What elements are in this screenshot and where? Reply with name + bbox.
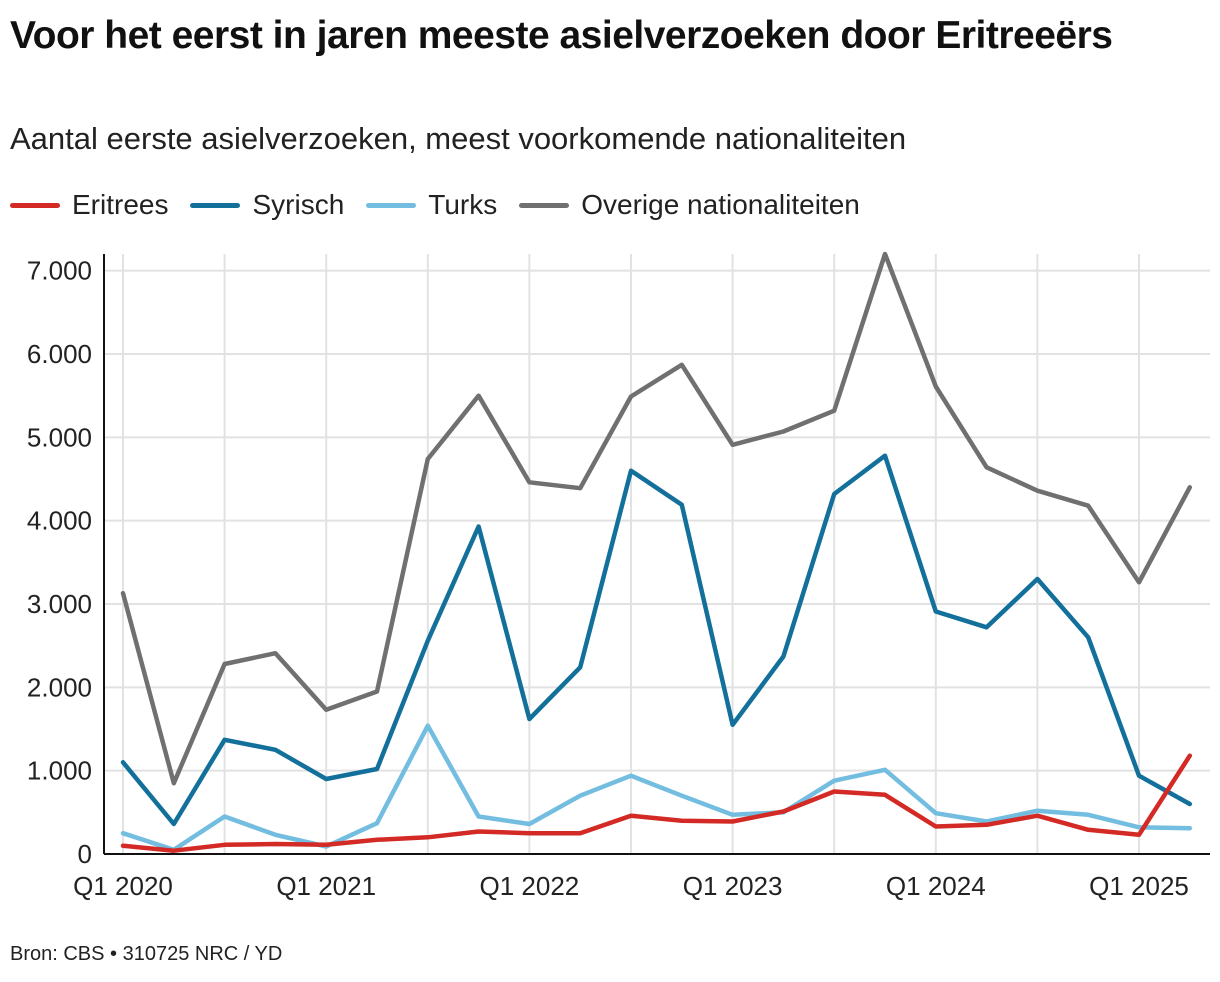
y-tick-label: 6.000 xyxy=(27,339,92,369)
source-note: Bron: CBS • 310725 NRC / YD xyxy=(10,943,283,965)
legend-swatch-overige xyxy=(519,202,570,208)
legend-label-turks: Turks xyxy=(428,189,498,220)
legend-swatch-syrisch xyxy=(190,202,241,208)
legend-label-eritrees: Eritrees xyxy=(72,189,169,220)
legend-swatch-turks xyxy=(366,202,417,208)
legend-label-syrisch: Syrisch xyxy=(252,189,345,220)
x-tick-label: Q1 2025 xyxy=(1089,871,1189,901)
legend-swatch-eritrees xyxy=(10,202,60,208)
x-tick-label: Q1 2024 xyxy=(886,871,986,901)
grid xyxy=(104,254,1210,854)
line-chart: 0 1.000 2.000 3.000 4.000 5.000 6.000 7.000 Q1 … xyxy=(27,251,1210,901)
y-axis-ticks: 0 1.000 2.000 3.000 4.000 5.000 6.000 7.000 xyxy=(27,256,92,869)
legend: Eritrees Syrisch Turks Overige nationali… xyxy=(10,185,882,225)
legend-item-turks: Turks xyxy=(366,189,497,221)
y-tick-label: 4.000 xyxy=(27,506,92,536)
series-line-overige-nationaliteiten xyxy=(120,251,1193,786)
x-tick-label: Q1 2022 xyxy=(480,871,580,901)
y-tick-label: 0 xyxy=(78,839,92,869)
y-tick-label: 2.000 xyxy=(27,672,92,702)
axes xyxy=(103,254,1210,855)
series-line-eritrees xyxy=(120,753,1193,853)
y-tick-label: 3.000 xyxy=(27,589,92,619)
legend-item-overige: Overige nationaliteiten xyxy=(519,189,860,221)
legend-item-syrisch: Syrisch xyxy=(190,189,344,221)
y-tick-label: 7.000 xyxy=(27,256,92,286)
x-axis-ticks: Q1 2020 Q1 2021 Q1 2022 Q1 2023 Q1 2024 Q1 20… xyxy=(73,871,1189,901)
y-tick-label: 5.000 xyxy=(27,422,92,452)
legend-item-eritrees: Eritrees xyxy=(10,189,168,221)
series-line-syrisch xyxy=(120,453,1193,827)
series-lines xyxy=(120,251,1193,853)
y-tick-label: 1.000 xyxy=(27,756,92,786)
series-line-turks xyxy=(120,723,1193,853)
chart-title: Voor het eerst in jaren meeste asielverz… xyxy=(10,14,1113,57)
x-tick-label: Q1 2023 xyxy=(683,871,783,901)
x-tick-label: Q1 2021 xyxy=(276,871,376,901)
legend-label-overige: Overige nationaliteiten xyxy=(581,189,860,220)
x-tick-label: Q1 2020 xyxy=(73,871,173,901)
chart-subtitle: Aantal eerste asielverzoeken, meest voor… xyxy=(10,121,907,156)
